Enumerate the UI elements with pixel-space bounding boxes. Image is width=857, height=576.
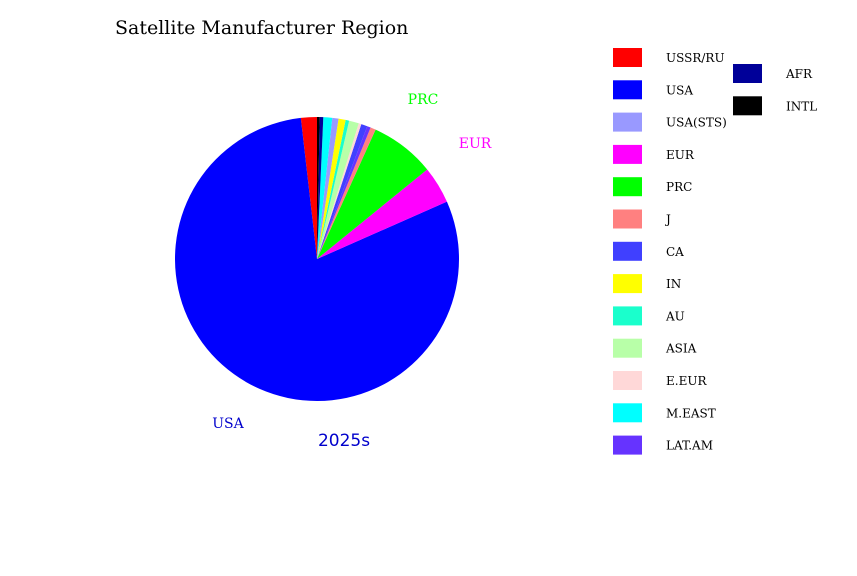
legend-label-lat-am: LAT.AM <box>666 439 713 453</box>
pie-slice-in <box>317 118 346 259</box>
legend-swatch-e-eur <box>613 371 642 390</box>
pie-slice-intl <box>317 117 320 259</box>
legend-swatch-usa-sts <box>613 112 642 132</box>
pie-slice-au <box>317 119 350 259</box>
legend-swatch-m-east <box>613 403 642 423</box>
slice-callout-eur: EUR <box>459 136 492 152</box>
legend-swatch-intl <box>733 96 762 116</box>
legend-label-afr: AFR <box>785 67 813 81</box>
legend-swatch-lat-am <box>613 435 642 455</box>
legend-label-ussr-ru: USSR/RU <box>666 51 725 65</box>
legend-label-usa-sts: USA(STS) <box>666 116 727 130</box>
pie-slice-asia <box>317 120 359 259</box>
legend-swatch-au <box>613 306 642 326</box>
legend-label-intl: INTL <box>786 99 817 113</box>
legend-label-au: AU <box>665 309 685 323</box>
legend-label-in: IN <box>666 277 681 291</box>
slice-callout-usa: USA <box>212 416 244 432</box>
pie-slice-eur <box>317 169 447 259</box>
legend-label-eur: EUR <box>666 148 695 162</box>
legend-label-usa: USA <box>666 83 693 97</box>
legend-swatch-asia <box>613 338 642 358</box>
pie-slice-usa-sts <box>317 117 339 259</box>
slice-callouts: USA EUR PRC <box>212 92 491 432</box>
legend-label-ca: CA <box>666 245 684 259</box>
chart-title: Satellite Manufacturer Region <box>115 17 408 39</box>
pie-slice-j <box>317 127 376 259</box>
legend-label-asia: ASIA <box>665 342 697 356</box>
legend-label-prc: PRC <box>666 180 692 194</box>
legend-label-e-eur: E.EUR <box>666 374 707 388</box>
pie-slice-lat-am <box>317 126 371 259</box>
legend: USSR/RU USA USA(STS) EUR PRC J CA IN AU ASIA E.EUR… <box>613 48 817 455</box>
slice-callout-prc: PRC <box>408 92 439 108</box>
legend-label-m-east: M.EAST <box>666 406 716 420</box>
legend-swatch-ca <box>613 241 642 261</box>
legend-swatch-usa <box>613 80 642 100</box>
pie-slice-usa <box>175 117 460 402</box>
pie-slice-afr <box>317 117 324 259</box>
legend-swatch-in <box>613 274 642 294</box>
pie-slice-ussr-ru <box>300 117 317 259</box>
pie-slice-e-eur <box>317 123 362 260</box>
legend-label-j: J <box>664 213 671 227</box>
pie-slice-m-east <box>317 117 333 259</box>
legend-swatch-eur <box>613 144 642 164</box>
pie-slices <box>175 117 460 402</box>
legend-swatch-afr <box>733 64 762 83</box>
legend-swatch-j <box>613 209 642 229</box>
chart-subtitle: 2025s <box>318 431 370 451</box>
legend-swatch-prc <box>613 177 642 197</box>
legend-swatch-ussr-ru <box>613 48 642 67</box>
pie-slice-prc <box>317 129 428 259</box>
pie-slice-ca <box>317 124 368 259</box>
